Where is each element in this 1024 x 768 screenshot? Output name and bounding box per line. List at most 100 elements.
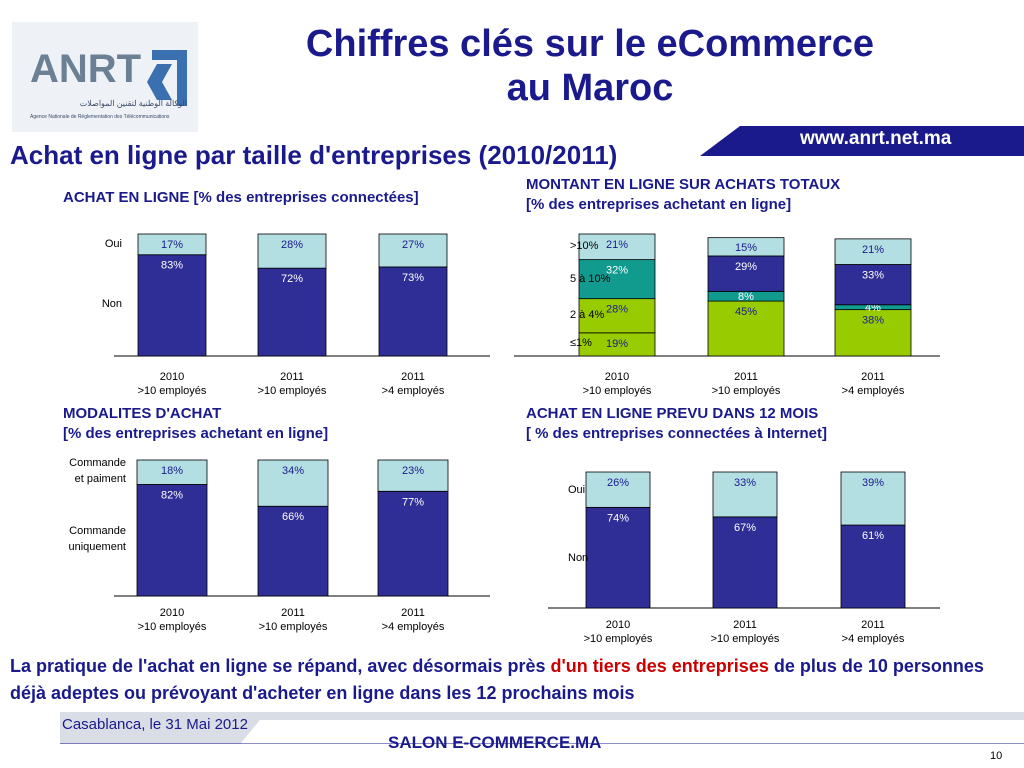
chart2-data-label: 33% [862, 270, 884, 282]
chart1-title: ACHAT EN LIGNE [% des entreprises connec… [63, 189, 419, 206]
chart4-data-label: 33% [734, 477, 756, 489]
chart1-bar-2-seg-2 [257, 233, 327, 269]
anrt-logo: ANRT الوكالة الوطنية لتقنين المواصلات Ag… [12, 22, 198, 132]
chart4-bar-3-seg-1 [840, 524, 906, 609]
chart2-series-label: >10% [570, 240, 599, 252]
chart3-bar-3-seg-1 [377, 490, 449, 597]
chart2-data-label: 28% [606, 304, 628, 316]
chart2-bar-2-seg-4 [707, 255, 785, 292]
conclusion-text: La pratique de l'achat en ligne se répan… [10, 653, 1020, 707]
chart3-data-label: 66% [282, 511, 304, 523]
chart1-category-sublabel: >10 employés [138, 385, 207, 397]
conclusion-after: de plus de 10 personnes déjà adeptes ou … [10, 656, 984, 703]
website-url[interactable]: www.anrt.net.ma [800, 128, 952, 149]
chart3-title: MODALITES D'ACHAT [% des entreprises ach… [63, 404, 328, 444]
chart4-category-sublabel: >10 employés [584, 633, 653, 645]
chart3-title-line2: [% des entreprises achetant en ligne] [63, 425, 329, 442]
chart2-title-line2: [% des entreprises achetant en ligne] [526, 196, 792, 213]
chart3-category-sublabel: >10 employés [138, 621, 207, 633]
chart2-data-label: 15% [735, 242, 757, 254]
chart3-data-label: 23% [402, 465, 424, 477]
logo-arabic: الوكالة الوطنية لتقنين المواصلات [80, 99, 187, 108]
chart2-title-line1: MONTANT EN LIGNE SUR ACHATS TOTAUX [526, 176, 841, 193]
section-subtitle: Achat en ligne par taille d'entreprises … [10, 140, 618, 170]
chart2-bar-1-seg-3 [578, 259, 656, 300]
chart3-series-label: Commande [69, 457, 126, 469]
chart2-bar-3-seg-5 [834, 238, 912, 265]
chart4-title: ACHAT EN LIGNE PREVU DANS 12 MOIS [ % de… [526, 404, 827, 444]
chart2-data-label: 4% [865, 302, 881, 314]
chart3-data-label: 34% [282, 465, 304, 477]
chart2-data-label: 38% [862, 315, 884, 327]
chart2-data-label: 29% [735, 261, 757, 273]
chart3-category-sublabel: >4 employés [382, 621, 445, 633]
chart4-bar-1-seg-1 [585, 506, 651, 609]
chart4-bar-1-seg-2 [585, 471, 651, 508]
chart2-bar-1-seg-5 [578, 233, 656, 261]
chart2-series-label: 5 à 10% [570, 273, 611, 285]
chart3-series-label: uniquement [69, 541, 127, 553]
chart2-data-label: 21% [862, 244, 884, 256]
chart2-series-label: 2 à 4% [570, 309, 604, 321]
conclusion-highlight: d'un tiers des entreprises [550, 656, 769, 676]
chart1-bar-3-seg-1 [378, 266, 448, 357]
chart4-data-label: 61% [862, 530, 884, 542]
page-title-line2: au Maroc [506, 67, 674, 109]
chart1-category-label: 2011 [401, 371, 425, 383]
chart2-bar-1-seg-2 [578, 298, 656, 334]
chart4-category-sublabel: >4 employés [842, 633, 905, 645]
url-band [700, 126, 1024, 156]
chart1-data-label: 28% [281, 239, 303, 251]
chart4-bar-2-seg-1 [712, 516, 778, 609]
footer-band [60, 712, 1024, 744]
chart2-category-sublabel: >10 employés [583, 385, 652, 397]
chart2-data-label: 32% [606, 265, 628, 277]
chart3-data-label: 18% [161, 465, 183, 477]
chart1-category-sublabel: >10 employés [258, 385, 327, 397]
chart1-bar-3-seg-2 [378, 233, 448, 268]
chart3-series-label: et paiment [75, 473, 126, 485]
chart2-bar-2-seg-5 [707, 237, 785, 257]
chart1-category-label: 2011 [280, 371, 304, 383]
chart4-category-label: 2011 [733, 619, 757, 631]
page-title: Chiffres clés sur le eCommerce au Maroc [210, 22, 970, 110]
chart4-title-line2: [ % des entreprises connectées à Interne… [526, 425, 827, 442]
chart2-bar-3-seg-4 [834, 264, 912, 306]
chart4-category-sublabel: >10 employés [711, 633, 780, 645]
chart4-series-label: Oui [568, 484, 585, 496]
chart3-title-line1: MODALITES D'ACHAT [63, 405, 222, 422]
chart2-category-sublabel: >10 employés [712, 385, 781, 397]
chart3-bar-1-seg-2 [136, 459, 208, 485]
chart3-category-label: 2011 [401, 607, 425, 619]
chart3-bar-2-seg-2 [257, 459, 329, 507]
chart2-category-sublabel: >4 employés [842, 385, 905, 397]
chart2-bar-3-seg-2 [834, 309, 912, 357]
chart4-data-label: 74% [607, 512, 629, 524]
chart1-series-label: Oui [105, 238, 122, 250]
chart2-data-label: 8% [738, 291, 754, 303]
chart1-bar-2-seg-1 [257, 267, 327, 357]
chart2-category-label: 2010 [605, 371, 629, 383]
page-number: 10 [990, 750, 1003, 762]
chart3-category-label: 2010 [160, 607, 184, 619]
chart1-data-label: 73% [402, 272, 424, 284]
chart4-category-label: 2010 [606, 619, 630, 631]
chart1-data-label: 72% [281, 273, 303, 285]
chart3-bar-3-seg-2 [377, 459, 449, 492]
logo-subtitle: Agence Nationale de Réglementation des T… [30, 114, 170, 120]
chart2-data-label: 45% [735, 306, 757, 318]
chart3-data-label: 77% [402, 496, 424, 508]
chart3-bar-2-seg-1 [257, 505, 329, 597]
chart4-bar-2-seg-2 [712, 471, 778, 518]
logo-text: ANRT [30, 47, 141, 91]
chart3-category-sublabel: >10 employés [259, 621, 328, 633]
chart1-data-label: 83% [161, 260, 183, 272]
chart2-series-label: ≤1% [570, 337, 592, 349]
chart2-bar-2-seg-2 [707, 300, 785, 357]
chart4-data-label: 26% [607, 477, 629, 489]
conclusion-before: La pratique de l'achat en ligne se répan… [10, 656, 551, 676]
chart3-series-label: Commande [69, 525, 126, 537]
footer-date: Casablanca, le 31 Mai 2012 [62, 716, 248, 733]
footer-event: SALON E-COMMERCE.MA [388, 733, 602, 752]
